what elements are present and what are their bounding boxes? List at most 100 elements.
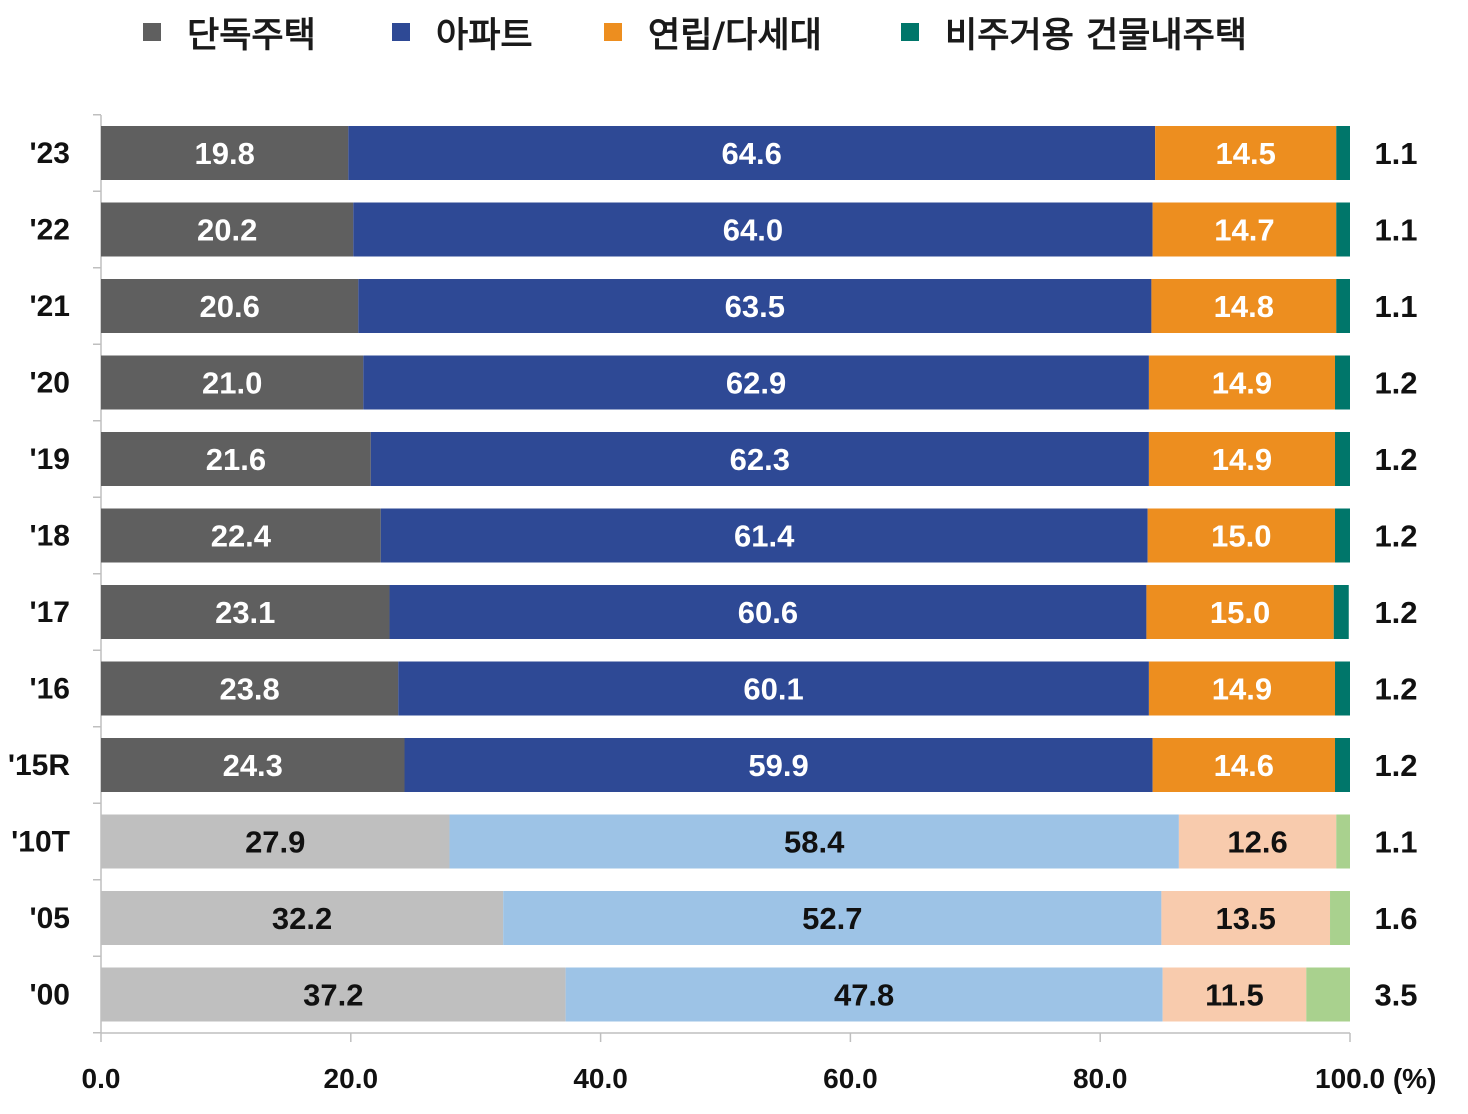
category-label-22: '22 <box>29 214 70 247</box>
data-label-23-s3: 14.5 <box>1216 136 1276 171</box>
data-label-19-s4: 1.2 <box>1374 442 1417 477</box>
legend-swatch <box>392 23 410 41</box>
bar-segment-10T-s1 <box>101 814 450 869</box>
bar-segment-16-s2 <box>398 661 1149 716</box>
category-label-17: '17 <box>29 596 70 629</box>
bar-segment-21-s4 <box>1336 279 1350 333</box>
bar-segment-05-s3 <box>1161 891 1331 945</box>
data-label-10T-s1: 27.9 <box>245 825 305 860</box>
data-label-15R-s2: 59.9 <box>748 748 808 783</box>
bar-segment-05-s4 <box>1330 891 1350 945</box>
data-label-10T-s3: 12.6 <box>1227 825 1287 860</box>
bar-segment-23-s4 <box>1336 126 1350 180</box>
data-label-18-s1: 22.4 <box>211 519 272 554</box>
data-label-21-s3: 14.8 <box>1214 289 1274 324</box>
bar-segment-19-s4 <box>1335 432 1350 486</box>
category-label-05: '05 <box>29 902 70 935</box>
data-label-17-s1: 23.1 <box>215 595 275 630</box>
legend-label: 아파트 <box>436 15 533 56</box>
bar-segment-23-s1 <box>101 126 349 180</box>
bar-segment-00-s4 <box>1306 967 1350 1022</box>
x-tick-label: 60.0 <box>823 1063 878 1094</box>
legend-swatch <box>901 23 919 41</box>
legend-item: 단독주택 <box>143 6 316 58</box>
legend-label: 비주거용 건물내주택 <box>945 15 1247 56</box>
data-label-20-s3: 14.9 <box>1212 366 1272 401</box>
data-label-21-s1: 20.6 <box>199 289 259 324</box>
bar-segment-19-s1 <box>101 432 371 486</box>
bar-segment-19-s2 <box>370 432 1149 486</box>
data-label-19-s1: 21.6 <box>206 442 266 477</box>
data-label-22-s1: 20.2 <box>197 213 257 248</box>
bar-segment-22-s2 <box>353 202 1153 257</box>
data-label-10T-s2: 58.4 <box>784 825 845 860</box>
chart-legend: 단독주택 아파트 연립/다세대 비주거용 건물내주택 <box>0 6 1468 58</box>
data-label-23-s2: 64.6 <box>722 136 782 171</box>
bar-segment-19-s3 <box>1148 432 1336 486</box>
x-tick-label: 100.0 (%) <box>1315 1063 1436 1094</box>
x-tick-label: 20.0 <box>324 1063 379 1094</box>
legend-item: 비주거용 건물내주택 <box>901 6 1247 58</box>
category-label-20: '20 <box>29 367 70 400</box>
x-tick-label: 80.0 <box>1073 1063 1128 1094</box>
bar-segment-15R-s3 <box>1152 738 1336 792</box>
data-label-15R-s4: 1.2 <box>1374 748 1417 783</box>
bar-segment-00-s3 <box>1162 967 1307 1022</box>
data-label-15R-s1: 24.3 <box>223 748 283 783</box>
data-label-05-s1: 32.2 <box>272 901 332 936</box>
bar-segment-16-s4 <box>1335 661 1350 716</box>
data-label-00-s1: 37.2 <box>303 978 363 1013</box>
category-label-21: '21 <box>29 290 70 323</box>
data-label-23-s1: 19.8 <box>194 136 254 171</box>
category-label-16: '16 <box>29 673 70 706</box>
data-label-16-s4: 1.2 <box>1374 672 1417 707</box>
x-tick-label: 0.0 <box>82 1063 121 1094</box>
bar-segment-22-s1 <box>101 202 354 257</box>
bar-segment-10T-s4 <box>1336 814 1350 869</box>
data-label-19-s3: 14.9 <box>1212 442 1272 477</box>
bar-segment-10T-s2 <box>449 814 1179 869</box>
data-label-17-s4: 1.2 <box>1374 595 1417 630</box>
data-label-00-s3: 11.5 <box>1205 978 1264 1013</box>
bar-segment-18-s1 <box>101 508 381 563</box>
data-label-21-s2: 63.5 <box>725 289 785 324</box>
data-label-17-s3: 15.0 <box>1210 595 1270 630</box>
data-label-10T-s4: 1.1 <box>1374 825 1417 860</box>
bar-segment-16-s1 <box>101 661 399 716</box>
bar-segment-18-s4 <box>1335 508 1350 563</box>
data-label-18-s2: 61.4 <box>734 519 795 554</box>
data-label-18-s4: 1.2 <box>1374 519 1417 554</box>
bar-segment-23-s2 <box>348 126 1156 180</box>
legend-swatch <box>604 23 622 41</box>
bar-segment-20-s3 <box>1148 355 1336 410</box>
data-label-20-s2: 62.9 <box>726 366 786 401</box>
bar-segment-15R-s1 <box>101 738 405 792</box>
data-label-19-s2: 62.3 <box>730 442 790 477</box>
data-label-23-s4: 1.1 <box>1374 136 1417 171</box>
data-label-20-s1: 21.0 <box>202 366 262 401</box>
data-label-16-s2: 60.1 <box>743 672 803 707</box>
data-label-21-s4: 1.1 <box>1374 289 1417 324</box>
data-label-22-s4: 1.1 <box>1374 213 1417 248</box>
bar-segment-17-s4 <box>1333 585 1349 639</box>
category-label-23: '23 <box>29 137 70 170</box>
bar-segment-18-s2 <box>380 508 1148 563</box>
bar-segment-15R-s2 <box>404 738 1153 792</box>
category-label-18: '18 <box>29 520 70 553</box>
bar-segment-16-s3 <box>1148 661 1336 716</box>
legend-label: 연립/다세대 <box>648 15 822 56</box>
bar-segment-17-s3 <box>1146 585 1334 639</box>
bar-segment-10T-s3 <box>1178 814 1337 869</box>
bar-segment-21-s2 <box>358 279 1152 333</box>
data-label-15R-s3: 14.6 <box>1214 748 1274 783</box>
bar-segment-15R-s4 <box>1335 738 1350 792</box>
category-label-15R: '15R <box>8 749 71 782</box>
bar-segment-05-s1 <box>101 891 504 945</box>
bar-segment-17-s2 <box>389 585 1147 639</box>
bar-segment-20-s4 <box>1335 355 1350 410</box>
legend-item: 연립/다세대 <box>604 6 822 58</box>
legend-label: 단독주택 <box>187 15 316 56</box>
bar-segment-17-s1 <box>101 585 390 639</box>
category-label-00: '00 <box>29 979 70 1012</box>
